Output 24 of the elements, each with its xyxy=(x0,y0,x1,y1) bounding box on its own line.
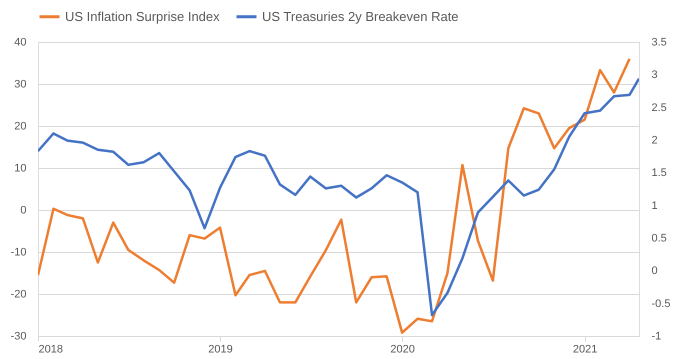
y-tick-label: 10 xyxy=(14,162,26,174)
x-tick-label: 2019 xyxy=(208,344,233,356)
y-tick-label: 30 xyxy=(14,78,26,90)
y2-tick-label: -0.5 xyxy=(652,298,670,310)
y-tick-label: 0 xyxy=(20,204,26,216)
y2-tick-label: 1 xyxy=(652,200,658,212)
legend-label: US Treasuries 2y Breakeven Rate xyxy=(262,8,459,24)
y2-tick-label: 3.5 xyxy=(652,36,667,48)
y-tick-label: 40 xyxy=(14,36,26,48)
y-tick-label: -10 xyxy=(10,246,26,258)
y2-tick-label: 2.5 xyxy=(652,102,667,114)
y2-tick-label: 0 xyxy=(652,265,658,278)
y-tick-label: 20 xyxy=(14,120,26,132)
y-tick-label: -20 xyxy=(10,288,26,300)
y2-tick-label: -1 xyxy=(652,330,662,342)
y-tick-label: -30 xyxy=(10,330,26,342)
x-tick-label: 2018 xyxy=(38,344,63,356)
x-tick-label: 2020 xyxy=(390,344,415,356)
x-tick-label: 2021 xyxy=(572,344,598,356)
y2-tick-label: 0.5 xyxy=(652,232,667,244)
legend-label: US Inflation Surprise Index xyxy=(65,8,220,24)
y2-tick-label: 1.5 xyxy=(652,167,667,180)
y2-tick-label: 2 xyxy=(652,134,658,146)
y2-tick-label: 3 xyxy=(652,69,658,82)
